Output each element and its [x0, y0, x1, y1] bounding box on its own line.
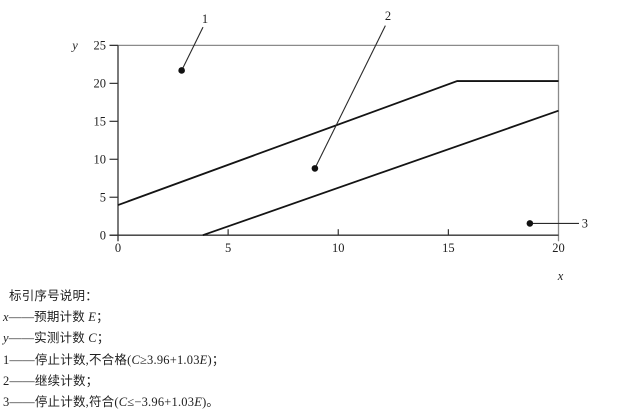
legend-variable: E [194, 395, 203, 410]
legend-text: ≥3.96+1.03 [140, 352, 200, 367]
legend: 标引序号说明： x——预期计数 E； y——实测计数 C； 1——停止计数,不合格(C… [3, 286, 633, 413]
legend-text: )； [207, 352, 225, 367]
legend-variable: y [3, 331, 9, 346]
legend-variable: E [88, 310, 97, 325]
legend-text: ≤−3.96+1.03 [127, 395, 195, 410]
stop-pass-boundary-line [202, 109, 559, 237]
x-axis-label: x [557, 269, 564, 283]
marker-dot-2 [311, 165, 319, 172]
marker-label-2: 2 [385, 9, 391, 23]
legend-text: 1——停止计数,不合格( [3, 352, 132, 367]
legend-x: x——预期计数 E； [3, 307, 633, 328]
x-tick-label: 20 [552, 241, 565, 255]
y-tick-label: 15 [94, 115, 107, 129]
x-tick-label: 0 [115, 241, 121, 255]
marker-dot-1 [178, 67, 185, 74]
y-tick-label: 0 [100, 228, 106, 242]
y-tick-label: 5 [100, 190, 106, 204]
legend-text: ； [96, 310, 109, 325]
legend-variable: C [118, 395, 128, 410]
y-tick-label: 20 [94, 77, 107, 91]
legend-2: 2——继续计数； [3, 371, 633, 392]
legend-heading: 标引序号说明： [3, 286, 633, 307]
legend-y: y——实测计数 C； [3, 328, 633, 349]
y-axis-label: y [70, 38, 78, 52]
chart: 0 5 10 15 20 25 0 5 10 15 20 y x 1 2 3 [70, 9, 588, 283]
legend-text: ——实测计数 [8, 331, 89, 346]
stop-fail-boundary-line [117, 80, 559, 206]
legend-text: )。 [202, 395, 220, 410]
legend-text: 3——停止计数,符合( [3, 395, 119, 410]
legend-variable: C [131, 352, 140, 367]
marker-leader-1 [181, 26, 204, 71]
y-tick-label: 25 [94, 39, 107, 53]
marker-dot-3 [526, 220, 534, 227]
x-tick-label: 15 [442, 241, 455, 255]
y-tick-label: 10 [94, 152, 107, 166]
x-tick-label: 10 [332, 241, 345, 255]
legend-text: ——预期计数 [8, 310, 89, 325]
marker-label-3: 3 [582, 217, 588, 231]
legend-3: 3——停止计数,符合(C≤−3.96+1.03E)。 [3, 392, 633, 413]
legend-variable: C [88, 331, 97, 346]
legend-variable: E [199, 352, 208, 367]
marker-label-1: 1 [202, 12, 208, 26]
legend-text: 2——继续计数； [3, 373, 99, 388]
legend-variable: x [3, 310, 9, 325]
legend-text: 标引序号说明： [9, 289, 98, 303]
legend-text: ； [96, 331, 110, 346]
legend-1: 1——停止计数,不合格(C≥3.96+1.03E)； [3, 350, 633, 371]
x-tick-label: 5 [225, 241, 231, 255]
marker-leader-2 [314, 25, 386, 169]
